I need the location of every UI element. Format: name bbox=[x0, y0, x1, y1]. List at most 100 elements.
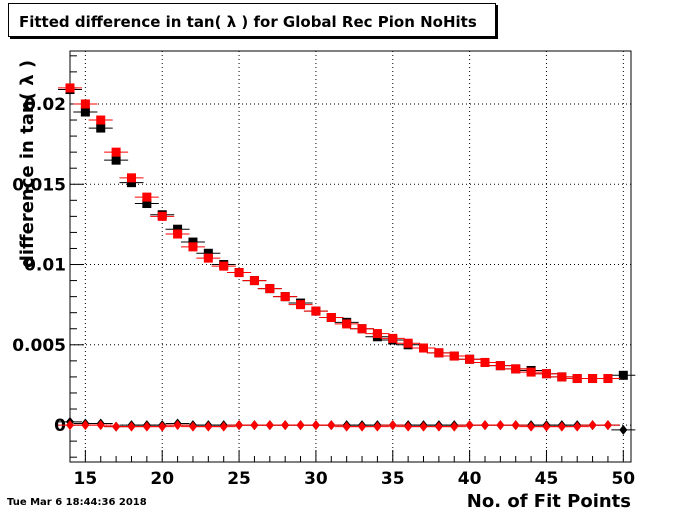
data-point-square bbox=[588, 374, 598, 384]
data-point-square bbox=[126, 173, 136, 183]
timestamp: Tue Mar 6 18:44:36 2018 bbox=[7, 497, 147, 508]
x-tick-label: 25 bbox=[227, 469, 251, 489]
data-point-diamond bbox=[527, 421, 536, 432]
data-point-square bbox=[311, 306, 321, 316]
data-points bbox=[58, 83, 636, 435]
data-point-square bbox=[511, 364, 521, 374]
data-point-diamond bbox=[358, 421, 367, 432]
data-point-diamond bbox=[588, 420, 597, 431]
data-point-diamond bbox=[496, 420, 505, 431]
data-point-diamond bbox=[96, 420, 105, 431]
data-point-square bbox=[249, 276, 259, 286]
data-point-diamond bbox=[173, 420, 182, 431]
data-point-diamond bbox=[480, 420, 489, 431]
data-point-square bbox=[96, 115, 106, 125]
data-point-square bbox=[173, 229, 183, 239]
data-point-square bbox=[219, 261, 229, 271]
data-point-diamond bbox=[434, 421, 443, 432]
data-point-diamond bbox=[281, 420, 290, 431]
data-point-diamond bbox=[404, 421, 413, 432]
data-point-square bbox=[65, 83, 75, 93]
data-point-square bbox=[326, 313, 336, 323]
data-point-square bbox=[526, 367, 536, 377]
data-point-square bbox=[188, 237, 198, 247]
data-point-diamond bbox=[112, 421, 121, 432]
data-point-square bbox=[342, 319, 352, 329]
data-point-diamond bbox=[188, 421, 197, 432]
data-point-diamond bbox=[204, 421, 213, 432]
data-point-diamond bbox=[142, 421, 151, 432]
x-tick-label: 40 bbox=[458, 469, 482, 489]
x-tick-label: 20 bbox=[150, 469, 174, 489]
data-point-diamond bbox=[265, 420, 274, 431]
x-tick-label: 15 bbox=[74, 469, 98, 489]
x-tick-label: 45 bbox=[535, 469, 559, 489]
y-tick-label: 0 bbox=[54, 416, 66, 436]
data-point-diamond bbox=[311, 420, 320, 431]
data-point-square bbox=[173, 224, 183, 234]
data-point-diamond bbox=[235, 420, 244, 431]
data-point-diamond bbox=[81, 420, 90, 431]
data-point-diamond bbox=[66, 420, 74, 431]
data-point-square bbox=[203, 253, 213, 263]
data-point-diamond bbox=[450, 421, 459, 432]
data-point-square bbox=[157, 211, 167, 221]
y-tick-label: 0.02 bbox=[24, 95, 66, 115]
data-point-diamond bbox=[557, 421, 566, 432]
data-point-square bbox=[434, 348, 444, 358]
data-point-square bbox=[449, 351, 459, 361]
data-point-square bbox=[296, 300, 306, 310]
data-point-diamond bbox=[327, 420, 336, 431]
data-point-square bbox=[419, 343, 429, 353]
tick-labels: 15 20 25 30 35 40 45 50 0 0.005 0.01 0.015 0.02 bbox=[12, 95, 635, 489]
data-point-diamond bbox=[603, 420, 612, 431]
data-point-diamond bbox=[465, 420, 474, 431]
data-point-square bbox=[495, 361, 505, 371]
data-point-diamond bbox=[373, 421, 382, 432]
y-tick-label: 0.015 bbox=[12, 175, 66, 195]
data-point-diamond bbox=[542, 421, 551, 432]
y-axis-label: difference in tan( λ ) bbox=[17, 59, 38, 268]
data-point-square bbox=[357, 324, 367, 334]
data-point-diamond bbox=[573, 421, 582, 432]
data-point-square bbox=[203, 248, 213, 258]
data-point-diamond bbox=[219, 421, 228, 432]
data-point-square bbox=[111, 155, 121, 165]
data-point-diamond bbox=[342, 421, 351, 432]
data-point-diamond bbox=[296, 420, 305, 431]
title-box: Fitted difference in tan( λ ) for Global… bbox=[8, 3, 496, 37]
data-point-square bbox=[572, 374, 582, 384]
data-point-square bbox=[403, 338, 413, 348]
x-tick-label: 50 bbox=[611, 469, 635, 489]
data-point-square bbox=[265, 284, 275, 294]
data-point-square bbox=[80, 99, 90, 109]
data-point-diamond bbox=[127, 421, 136, 432]
data-point-diamond bbox=[619, 424, 628, 435]
data-point-diamond bbox=[388, 420, 397, 431]
chart-title: Fitted difference in tan( λ ) for Global… bbox=[19, 13, 477, 31]
data-point-square bbox=[142, 199, 152, 209]
data-point-diamond bbox=[419, 421, 428, 432]
data-point-square bbox=[372, 329, 382, 339]
grid bbox=[70, 51, 631, 462]
data-point-diamond bbox=[511, 420, 520, 431]
y-tick-label: 0.01 bbox=[24, 256, 66, 276]
x-tick-label: 30 bbox=[304, 469, 328, 489]
data-point-square bbox=[188, 242, 198, 252]
data-point-square bbox=[618, 370, 628, 380]
data-point-square bbox=[480, 357, 490, 367]
data-point-square bbox=[80, 107, 90, 117]
axis-ticks bbox=[69, 55, 624, 462]
data-point-square bbox=[96, 123, 106, 133]
data-point-square bbox=[234, 268, 244, 278]
data-point-square bbox=[557, 372, 567, 382]
x-axis-label: No. of Fit Points bbox=[466, 491, 631, 512]
data-point-diamond bbox=[250, 420, 259, 431]
data-point-diamond bbox=[158, 421, 167, 432]
plot-frame bbox=[69, 50, 632, 463]
data-point-square bbox=[111, 147, 121, 157]
data-point-square bbox=[126, 178, 136, 188]
data-point-square bbox=[465, 354, 475, 364]
y-tick-label: 0.005 bbox=[12, 336, 66, 356]
